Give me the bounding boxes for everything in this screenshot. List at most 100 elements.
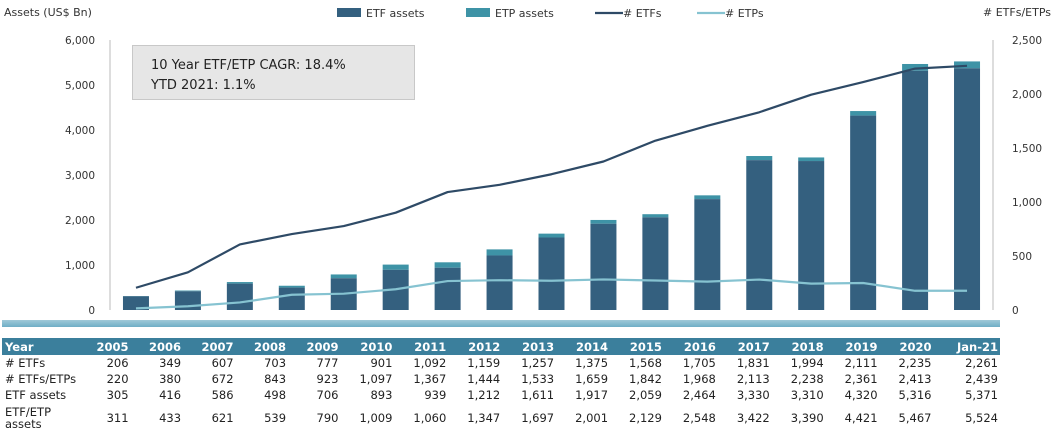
etf-assets-bar (850, 115, 877, 310)
left-tick-label: 2,000 (65, 215, 95, 227)
table-cell: 1,659 (575, 372, 609, 386)
table-header-cell: 2013 (502, 338, 557, 355)
right-tick-label: 2,000 (1012, 89, 1042, 101)
table-header-cell: 2010 (340, 338, 395, 355)
table-row-label: ETF assets (5, 388, 67, 402)
right-tick-label: 0 (1012, 305, 1019, 317)
table-cell: 2,001 (575, 411, 609, 425)
etp-assets-bar (330, 274, 357, 279)
etfs-count-line (135, 64, 968, 289)
callout-ytd-text: YTD 2021: 1.1% (151, 78, 256, 93)
etf-assets-bar (434, 267, 461, 310)
table-header-cell: 2017 (717, 338, 772, 355)
table-cell: 1,347 (467, 411, 501, 425)
table-cell: 2,261 (965, 356, 998, 370)
table-header-row: Year 2005 2006 2007 2008 2009 2010 2011 2012 2013… (2, 338, 1000, 355)
table-cell: 1,367 (413, 372, 447, 386)
legend-swatch-etf-assets (337, 8, 361, 17)
table-cell: 1,705 (682, 356, 716, 370)
table-row-label: ETF/ETP assets (5, 405, 52, 431)
etp-assets-bar (538, 233, 565, 238)
table-cell: 703 (264, 356, 287, 370)
data-table: Year 2005 2006 2007 2008 2009 2010 2011 2012 2013… (2, 338, 1000, 433)
legend-label-etfs: # ETFs (623, 7, 662, 20)
table-row: # ETFs/ETPs 220 380 672 843 923 1,097 1,367 1,44… (2, 371, 1000, 387)
table-cell: 2,129 (629, 411, 662, 425)
table-cell: 2,113 (736, 372, 770, 386)
table-cell: 1,060 (413, 411, 447, 425)
table-header-cell: 2012 (448, 338, 503, 355)
table-cell: 2,361 (844, 372, 878, 386)
table-header-cell: 2016 (663, 338, 718, 355)
table-header-year: Year (2, 338, 79, 355)
etp-assets-bar (902, 63, 929, 71)
etp-assets-bar (850, 111, 877, 116)
table-cell: 416 (159, 388, 182, 402)
table-cell: 607 (211, 356, 234, 370)
left-tick-label: 1,000 (65, 260, 95, 272)
table-row: ETF assets 305 416 586 498 706 893 939 1,212 1,61… (2, 387, 1000, 403)
table-header-cell: 2020 (879, 338, 934, 355)
table-cell: 3,330 (736, 388, 770, 402)
legend-swatch-etp-assets (466, 8, 490, 17)
table-cell: 1,994 (790, 356, 824, 370)
table-header-cell: 2006 (130, 338, 184, 355)
table-header-cell: 2014 (556, 338, 611, 355)
table-header-cell: 2007 (183, 338, 236, 355)
table-cell: 790 (316, 411, 339, 425)
table-cell: 3,390 (790, 411, 824, 425)
table-row: # ETFs 206 349 607 703 777 901 1,092 1,159 1,257 1… (2, 355, 1000, 371)
cagr-callout: 10 Year ETF/ETP CAGR: 18.4% YTD 2021: 1.… (132, 45, 415, 100)
right-tick-label: 2,500 (1012, 35, 1042, 47)
etp-assets-bar (694, 195, 721, 200)
legend-label-etp-assets: ETP assets (495, 7, 554, 20)
table-cell: 1,842 (629, 372, 662, 386)
etf-assets-bar (278, 287, 305, 310)
table-cell: 1,097 (359, 372, 393, 386)
right-tick-label: 500 (1012, 251, 1032, 263)
legend-label-etps: # ETPs (725, 7, 764, 20)
table-cell: 939 (424, 388, 447, 402)
table-cell: 1,375 (575, 356, 609, 370)
table-cell: 539 (264, 411, 287, 425)
table-cell: 2,235 (898, 356, 932, 370)
table-cell: 901 (370, 356, 393, 370)
table-cell: 893 (370, 388, 393, 402)
table-cell: 2,413 (898, 372, 932, 386)
table-top-rule (2, 320, 1000, 327)
etf-assets-bar (902, 70, 929, 310)
etf-assets-bar (954, 68, 981, 311)
table-header-cell: Jan-21 (933, 338, 1000, 355)
left-tick-label: 4,000 (65, 125, 95, 137)
etps-count-line (135, 278, 968, 310)
table-cell: 2,548 (682, 411, 716, 425)
etp-assets-bar (746, 156, 773, 161)
left-tick-label: 5,000 (65, 80, 95, 92)
table-cell: 220 (106, 372, 129, 386)
etp-assets-bar (486, 249, 513, 256)
table-cell: 5,467 (898, 411, 932, 425)
etp-assets-bar (798, 157, 825, 162)
table-cell: 1,697 (521, 411, 555, 425)
table-cell: 1,444 (467, 372, 501, 386)
right-tick-label: 1,000 (1012, 197, 1042, 209)
etf-assets-bar (486, 255, 513, 310)
table-header-cell: 2011 (394, 338, 449, 355)
table-cell: 1,611 (521, 388, 555, 402)
callout-cagr-text: 10 Year ETF/ETP CAGR: 18.4% (151, 58, 346, 73)
etf-assets-bar (746, 160, 773, 310)
etf-assets-bar (226, 283, 253, 310)
etp-assets-bar (642, 214, 669, 218)
left-tick-label: 6,000 (65, 35, 95, 47)
etp-assets-bar (590, 219, 617, 224)
table-header-cell: 2018 (771, 338, 826, 355)
left-tick-label: 0 (88, 305, 95, 317)
table-cell: 2,238 (790, 372, 824, 386)
etp-assets-bar (226, 282, 253, 284)
table-header-cell: 2019 (825, 338, 880, 355)
table-cell: 923 (316, 372, 339, 386)
table-row-label: # ETFs (5, 356, 46, 370)
right-axis-label: # ETFs/ETPs (983, 6, 1051, 19)
table-header-cell: 2009 (288, 338, 341, 355)
table-cell: 380 (159, 372, 182, 386)
